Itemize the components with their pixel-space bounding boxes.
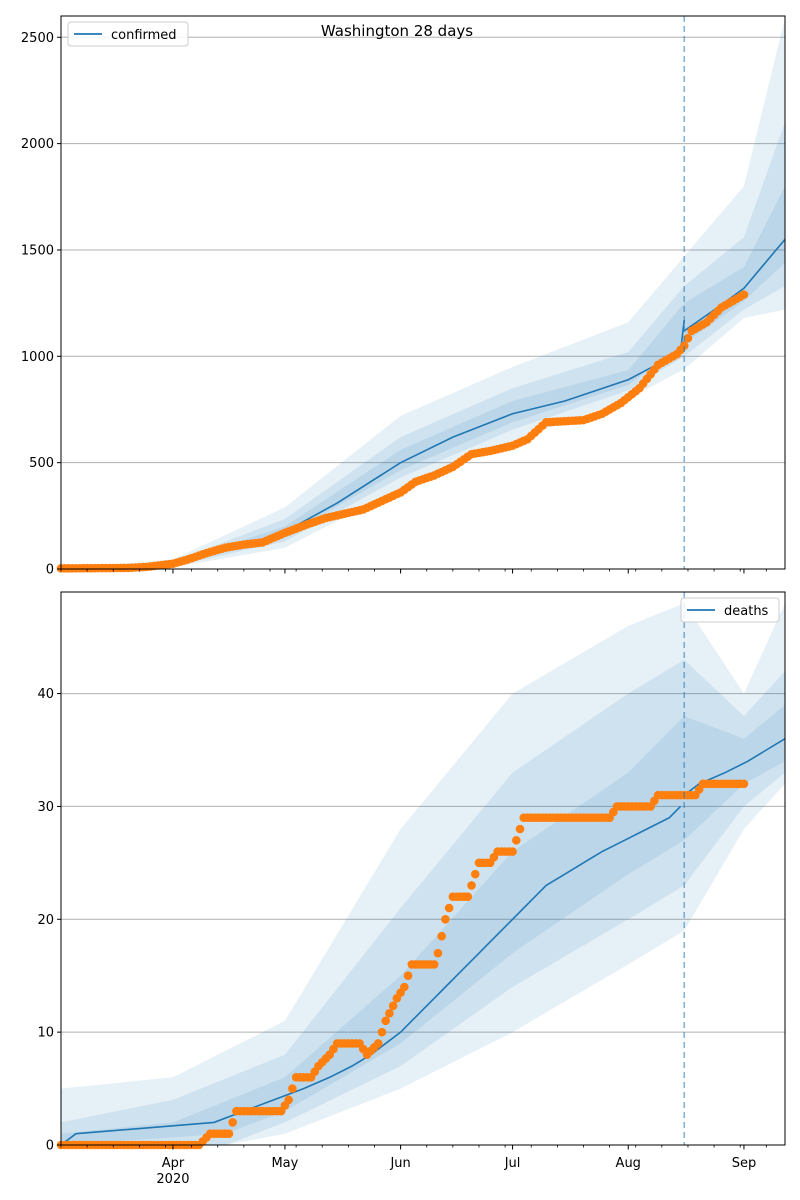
- forecast-mean-line: [683, 738, 786, 796]
- observed-point: [373, 1039, 383, 1048]
- y-tick-label: 0: [46, 1139, 54, 1154]
- y-tick-label: 10: [37, 1026, 54, 1041]
- x-tick-label: Sep: [732, 1156, 757, 1171]
- y-tick-label: 0: [46, 563, 54, 578]
- observed-point: [739, 290, 749, 299]
- legend-box: [680, 597, 780, 623]
- y-tick-label: 40: [37, 687, 54, 702]
- observed-point: [288, 1084, 297, 1093]
- legend-box: [67, 21, 189, 47]
- y-tick-label: 30: [37, 800, 54, 815]
- observed-point: [463, 892, 473, 902]
- observed-point: [679, 341, 689, 350]
- x-year-label: 2020: [156, 1172, 189, 1187]
- observed-point: [388, 1001, 398, 1011]
- observed-point: [377, 1027, 387, 1037]
- observed-point: [228, 1118, 237, 1127]
- observed-point: [441, 914, 450, 924]
- x-tick-label: Aug: [616, 1156, 641, 1171]
- x-tick-label: Jul: [504, 1156, 521, 1171]
- observed-point: [400, 982, 409, 992]
- legend-label: deaths: [724, 604, 769, 619]
- observed-point: [429, 960, 439, 969]
- deaths-panel: 0 10 20 30 40 Apr May Jun Jul Aug Sep 2020 deaths: [37, 591, 786, 1187]
- observed-point: [470, 869, 480, 879]
- observed-point: [437, 931, 446, 941]
- observed-point: [683, 333, 693, 343]
- uncertainty-band: [61, 18, 785, 569]
- y-tick-label: 500: [29, 456, 54, 471]
- x-tick-label: Apr: [162, 1156, 185, 1171]
- observed-point: [284, 1095, 293, 1105]
- y-tick-label: 1000: [21, 350, 54, 365]
- observed-point: [739, 779, 749, 789]
- plot-frame: [60, 591, 786, 1146]
- observed-point: [508, 847, 517, 856]
- model-mean-line: [60, 805, 682, 1146]
- observed-point: [381, 1016, 390, 1026]
- uncertainty-band: [61, 603, 785, 1145]
- y-tick-label: 1500: [21, 243, 54, 258]
- uncertainty-band: [61, 659, 785, 1145]
- y-tick-label: 2000: [21, 137, 54, 152]
- observed-point: [224, 1129, 234, 1139]
- chart-title: Washington 28 days: [321, 22, 473, 40]
- observed-point: [403, 971, 413, 981]
- plot-frame: [60, 15, 786, 570]
- legend-label: confirmed: [111, 28, 177, 43]
- observed-point: [515, 824, 525, 834]
- observed-point: [433, 948, 443, 958]
- observed-point: [385, 1009, 394, 1018]
- x-tick-label: Jun: [389, 1156, 410, 1171]
- y-tick-label: 2500: [21, 31, 54, 46]
- observed-point: [511, 835, 521, 845]
- uncertainty-band: [61, 186, 785, 569]
- x-tick-label: May: [271, 1156, 298, 1171]
- observed-point: [467, 881, 476, 890]
- y-tick-label: 20: [37, 913, 54, 928]
- confirmed-panel: 0 500 1000 1500 2000 2500 confirmed: [21, 15, 786, 578]
- observed-point: [444, 903, 454, 913]
- uncertainty-band: [61, 122, 785, 569]
